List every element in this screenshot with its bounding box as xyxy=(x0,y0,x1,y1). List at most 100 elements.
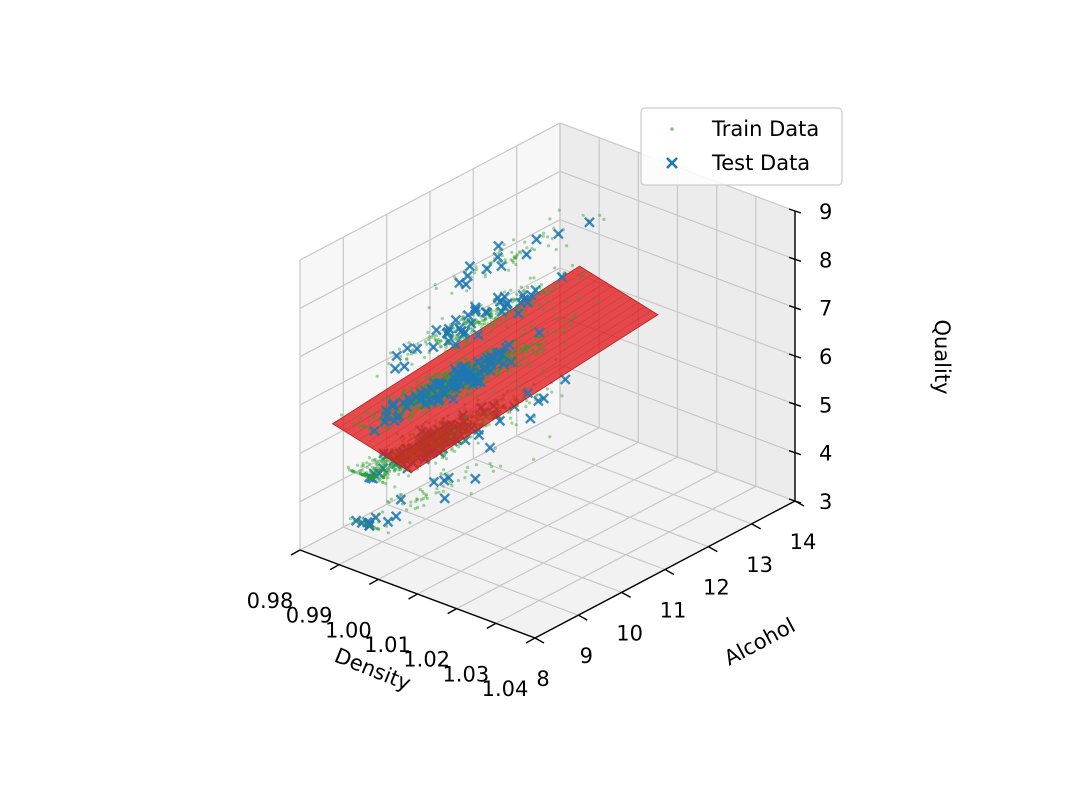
train-point xyxy=(375,465,379,469)
train-point xyxy=(473,271,477,275)
train-point xyxy=(418,487,422,492)
train-point xyxy=(515,338,519,343)
train-point xyxy=(488,462,492,466)
test-point xyxy=(431,389,443,401)
train-point xyxy=(419,498,423,502)
train-point xyxy=(530,348,534,353)
train-point xyxy=(381,398,385,402)
train-point xyxy=(464,321,468,325)
train-point xyxy=(367,524,371,528)
density-tick-label: 1.03 xyxy=(442,662,489,686)
train-point xyxy=(386,467,390,471)
train-point xyxy=(416,505,420,510)
test-point xyxy=(447,393,459,405)
train-point xyxy=(510,250,514,254)
train-point xyxy=(502,290,507,294)
train-point xyxy=(552,307,556,311)
train-point xyxy=(547,244,551,248)
test-point xyxy=(472,329,484,341)
quality-tick-label: 7 xyxy=(819,297,832,321)
train-point xyxy=(518,306,522,311)
train-point xyxy=(376,469,380,473)
train-point xyxy=(446,473,450,477)
density-tick-label: 1.04 xyxy=(482,677,529,701)
train-point xyxy=(484,380,488,384)
train-point xyxy=(435,487,439,491)
train-point xyxy=(469,492,473,496)
train-point xyxy=(400,406,404,410)
train-point xyxy=(388,469,392,473)
quality-tick xyxy=(788,256,802,262)
train-point xyxy=(365,465,369,469)
train-point xyxy=(432,375,437,379)
train-point xyxy=(442,468,446,472)
train-point xyxy=(386,531,390,535)
train-point xyxy=(514,256,518,260)
train-point xyxy=(362,425,366,429)
train-point xyxy=(470,327,474,331)
train-point xyxy=(459,395,463,399)
train-point xyxy=(367,475,371,479)
train-point xyxy=(525,246,529,250)
train-point xyxy=(581,273,586,277)
train-point xyxy=(442,372,446,376)
train-point xyxy=(509,310,513,314)
train-point xyxy=(387,362,391,366)
train-point xyxy=(422,491,426,495)
train-point xyxy=(492,390,496,394)
alcohol-axis-label: Alcohol xyxy=(720,613,799,670)
grid-line xyxy=(559,170,796,260)
train-point xyxy=(490,261,494,265)
train-point xyxy=(389,517,393,521)
train-point xyxy=(377,459,382,463)
test-point xyxy=(465,318,477,329)
train-point xyxy=(425,409,429,413)
train-point xyxy=(464,415,468,419)
train-point xyxy=(370,476,374,480)
train-point xyxy=(402,388,406,393)
train-point xyxy=(497,370,501,375)
train-point xyxy=(436,374,441,378)
legend-box xyxy=(640,107,843,186)
train-point xyxy=(495,312,499,316)
train-point xyxy=(436,338,441,342)
train-point xyxy=(517,364,521,368)
train-point xyxy=(515,344,519,348)
train-point xyxy=(456,360,460,364)
train-point xyxy=(387,500,391,504)
train-point xyxy=(507,268,511,272)
train-point xyxy=(515,253,520,257)
train-point xyxy=(505,351,509,356)
train-point xyxy=(383,469,387,474)
test-point xyxy=(484,442,496,454)
train-point xyxy=(427,377,431,381)
train-point xyxy=(520,350,524,354)
train-point xyxy=(522,356,526,360)
train-point xyxy=(490,465,494,469)
train-point xyxy=(464,342,469,346)
surface-mesh-line xyxy=(378,294,626,453)
train-point xyxy=(511,352,515,356)
train-point xyxy=(353,470,358,474)
test-point xyxy=(382,516,394,528)
train-point xyxy=(377,520,381,524)
train-point xyxy=(476,320,480,324)
train-point xyxy=(521,351,525,355)
train-point xyxy=(437,354,441,358)
train-point xyxy=(486,376,490,380)
train-point xyxy=(352,470,356,474)
train-point xyxy=(462,319,466,323)
train-point xyxy=(387,395,392,399)
surface-mesh-line xyxy=(345,273,593,433)
train-point xyxy=(489,320,493,324)
train-point xyxy=(510,259,515,263)
train-point xyxy=(359,472,363,476)
train-point xyxy=(436,404,440,408)
train-point xyxy=(387,426,391,430)
train-point xyxy=(532,248,537,252)
train-point xyxy=(383,472,387,476)
train-point xyxy=(524,308,528,312)
train-point xyxy=(362,425,366,429)
train-point xyxy=(388,351,393,355)
train-point xyxy=(447,479,451,483)
